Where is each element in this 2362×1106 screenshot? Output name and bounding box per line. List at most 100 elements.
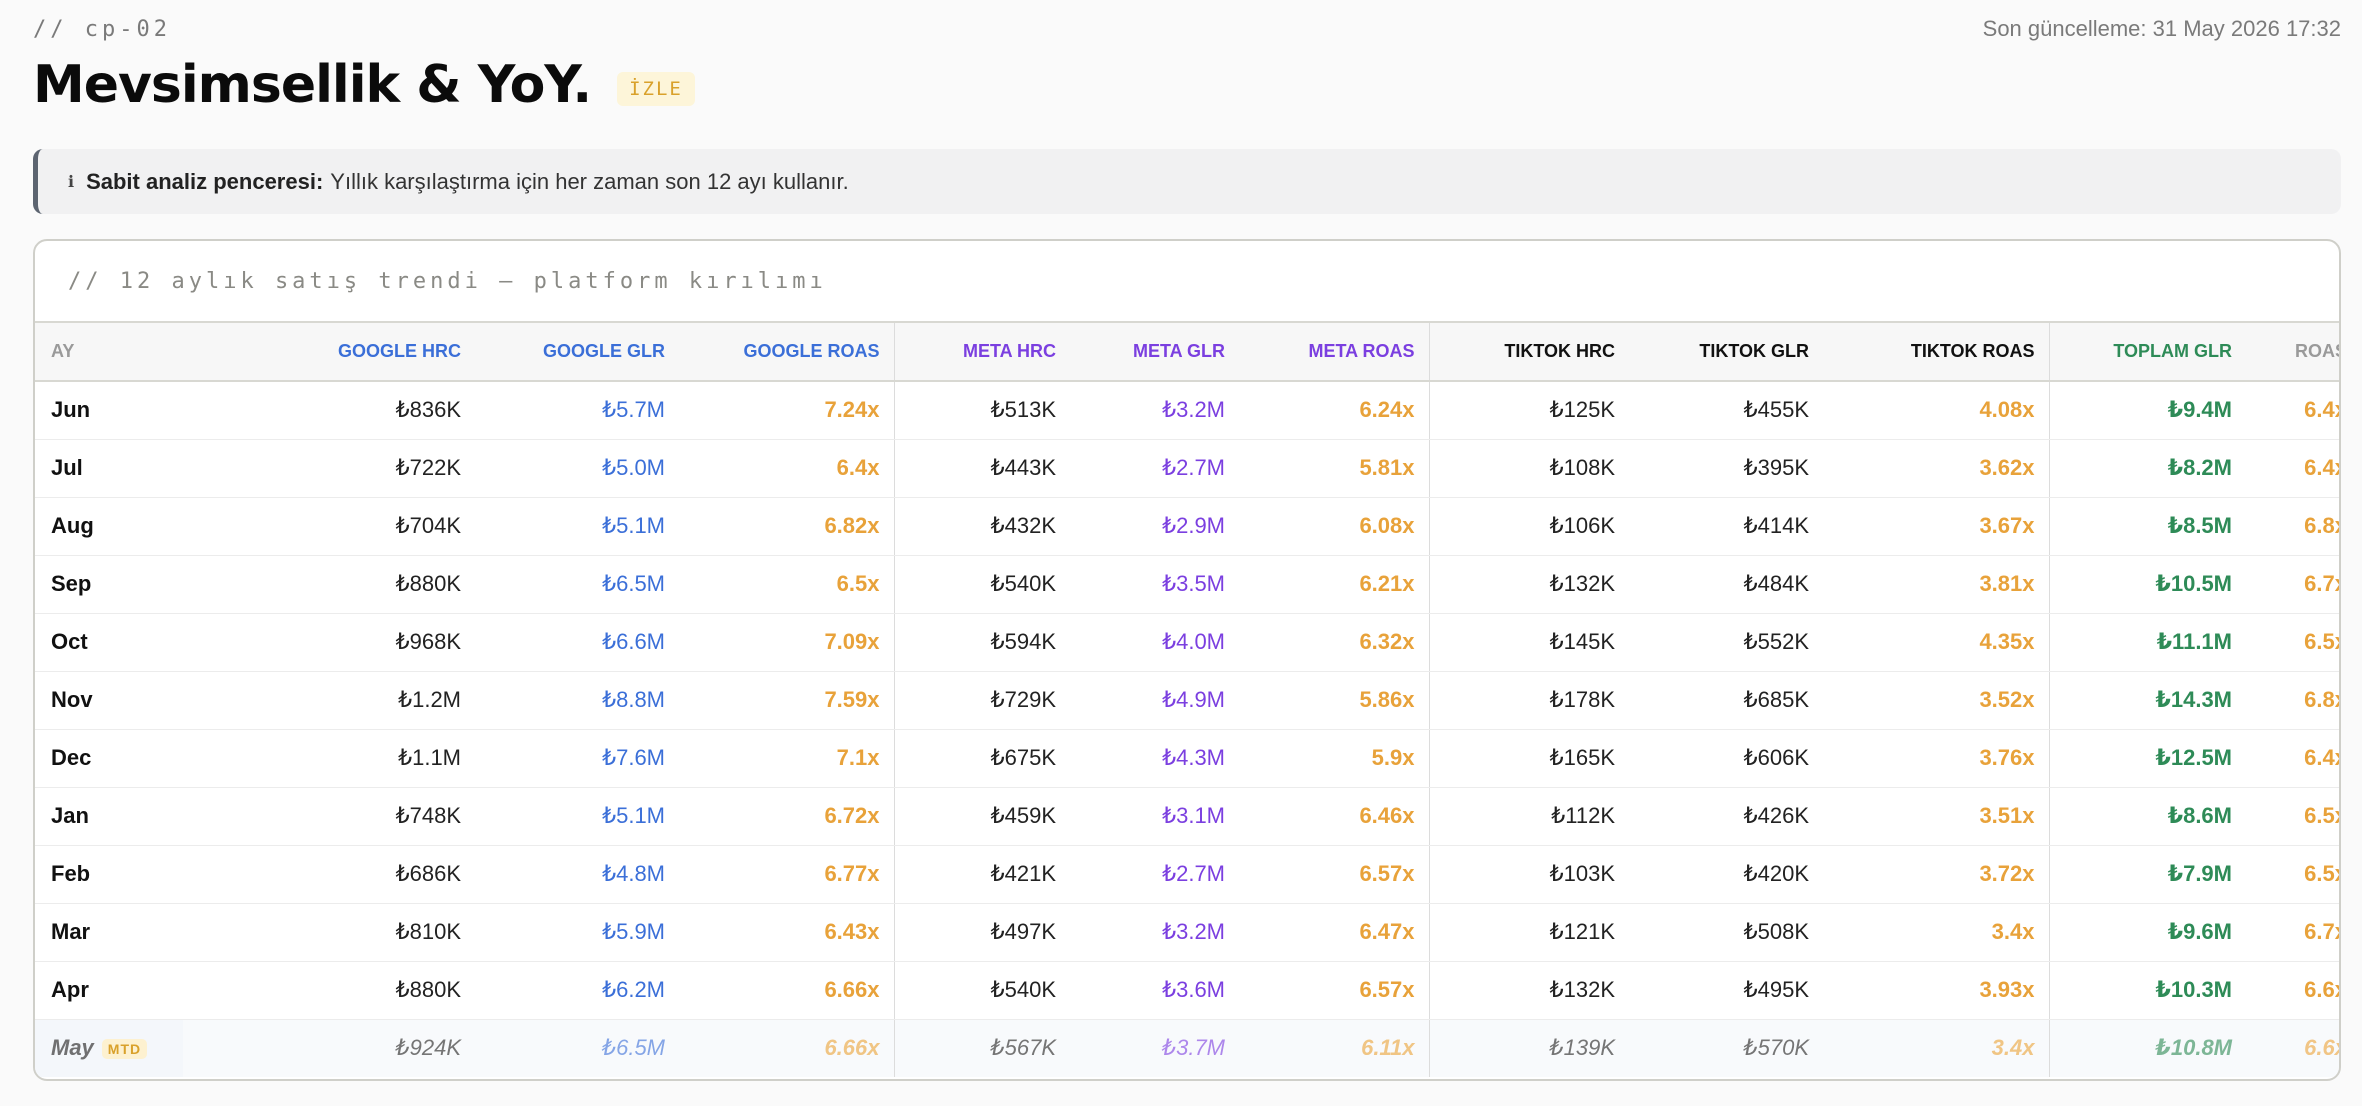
cell-roas: 6.5x — [2246, 845, 2339, 904]
cell-meta-hrc: ₺443K — [893, 439, 1070, 498]
cell-meta-roas: 5.86x — [1239, 671, 1429, 730]
info-banner: ℹ Sabit analiz penceresi: Yıllık karşıla… — [33, 149, 2341, 214]
cell-google-roas: 6.43x — [679, 903, 894, 962]
column-header-month: AY — [35, 323, 183, 382]
cell-total-glr: ₺14.3M — [2048, 671, 2246, 730]
cell-month: Sep — [35, 555, 183, 614]
cell-meta-roas: 6.08x — [1239, 497, 1429, 556]
cell-meta-roas: 6.11x — [1239, 1019, 1429, 1077]
cell-meta-glr: ₺3.2M — [1070, 903, 1239, 962]
cell-google-glr: ₺5.1M — [475, 787, 679, 846]
cell-month: Mar — [35, 903, 183, 962]
cell-month: Nov — [35, 671, 183, 730]
cell-google-hrc: ₺1.2M — [183, 671, 475, 730]
cell-google-glr: ₺5.7M — [475, 381, 679, 440]
cell-roas: 6.8x — [2246, 671, 2339, 730]
cell-meta-hrc: ₺513K — [893, 381, 1070, 440]
info-banner-text: Yıllık karşılaştırma için her zaman son … — [330, 168, 849, 194]
cell-roas: 6.4x — [2246, 381, 2339, 440]
month-label: May — [51, 1035, 94, 1061]
cell-meta-glr: ₺3.5M — [1070, 555, 1239, 614]
column-header-roas: ROAS — [2246, 323, 2339, 382]
column-header-meta-hrc: META HRC — [893, 323, 1070, 382]
cell-meta-hrc: ₺540K — [893, 961, 1070, 1020]
cell-roas: 6.5x — [2246, 787, 2339, 846]
cell-month: Dec — [35, 729, 183, 788]
cell-google-roas: 7.59x — [679, 671, 894, 730]
table-row: Jul ₺722K ₺5.0M 6.4x ₺443K ₺2.7M 5.81x ₺108K ₺39… — [35, 439, 2339, 498]
cell-roas: 6.7x — [2246, 903, 2339, 962]
cell-google-glr: ₺6.6M — [475, 613, 679, 672]
cell-google-hrc: ₺880K — [183, 961, 475, 1020]
cell-tiktok-roas: 4.08x — [1823, 381, 2049, 440]
cell-meta-hrc: ₺459K — [893, 787, 1070, 846]
cell-tiktok-glr: ₺426K — [1629, 787, 1823, 846]
cell-total-glr: ₺10.5M — [2048, 555, 2246, 614]
cell-tiktok-roas: 3.81x — [1823, 555, 2049, 614]
cell-total-glr: ₺12.5M — [2048, 729, 2246, 788]
cell-google-roas: 6.77x — [679, 845, 894, 904]
cell-meta-hrc: ₺421K — [893, 845, 1070, 904]
cell-roas: 6.6x — [2246, 961, 2339, 1020]
cell-meta-roas: 5.81x — [1239, 439, 1429, 498]
cell-google-roas: 6.66x — [679, 1019, 894, 1077]
cell-google-roas: 6.4x — [679, 439, 894, 498]
cell-tiktok-hrc: ₺132K — [1428, 555, 1629, 614]
cell-tiktok-glr: ₺414K — [1629, 497, 1823, 556]
table-row: Jun ₺836K ₺5.7M 7.24x ₺513K ₺3.2M 6.24x ₺125K ₺4… — [35, 381, 2339, 440]
cell-tiktok-glr: ₺606K — [1629, 729, 1823, 788]
cell-meta-roas: 6.24x — [1239, 381, 1429, 440]
cell-google-hrc: ₺722K — [183, 439, 475, 498]
table-row-mtd: May MTD ₺924K ₺6.5M 6.66x ₺567K ₺3.7M 6.11x ₺139… — [35, 1019, 2339, 1077]
cell-total-glr: ₺10.3M — [2048, 961, 2246, 1020]
cell-tiktok-glr: ₺552K — [1629, 613, 1823, 672]
cell-tiktok-hrc: ₺165K — [1428, 729, 1629, 788]
cell-meta-glr: ₺3.2M — [1070, 381, 1239, 440]
cell-meta-glr: ₺4.3M — [1070, 729, 1239, 788]
cell-meta-hrc: ₺675K — [893, 729, 1070, 788]
page-title: Mevsimsellik & YoY. — [33, 55, 592, 115]
cell-meta-roas: 6.57x — [1239, 845, 1429, 904]
table-row: Jan ₺748K ₺5.1M 6.72x ₺459K ₺3.1M 6.46x ₺112K ₺4… — [35, 787, 2339, 846]
cell-google-hrc: ₺880K — [183, 555, 475, 614]
cell-tiktok-roas: 3.4x — [1823, 1019, 2049, 1077]
cell-meta-roas: 6.46x — [1239, 787, 1429, 846]
table-row: Nov ₺1.2M ₺8.8M 7.59x ₺729K ₺4.9M 5.86x ₺178K ₺6… — [35, 671, 2339, 730]
cell-tiktok-hrc: ₺108K — [1428, 439, 1629, 498]
cell-tiktok-hrc: ₺103K — [1428, 845, 1629, 904]
cell-google-hrc: ₺1.1M — [183, 729, 475, 788]
cell-google-hrc: ₺686K — [183, 845, 475, 904]
cell-total-glr: ₺9.4M — [2048, 381, 2246, 440]
cell-google-hrc: ₺748K — [183, 787, 475, 846]
column-header-tiktok-hrc: TIKTOK HRC — [1428, 323, 1629, 382]
cell-meta-glr: ₺4.9M — [1070, 671, 1239, 730]
cell-meta-glr: ₺2.7M — [1070, 845, 1239, 904]
cell-google-glr: ₺7.6M — [475, 729, 679, 788]
table-row: Sep ₺880K ₺6.5M 6.5x ₺540K ₺3.5M 6.21x ₺132K ₺48… — [35, 555, 2339, 614]
cell-meta-glr: ₺4.0M — [1070, 613, 1239, 672]
cell-google-roas: 7.09x — [679, 613, 894, 672]
table-row: Oct ₺968K ₺6.6M 7.09x ₺594K ₺4.0M 6.32x ₺145K ₺5… — [35, 613, 2339, 672]
table-row: Dec ₺1.1M ₺7.6M 7.1x ₺675K ₺4.3M 5.9x ₺165K ₺606… — [35, 729, 2339, 788]
cell-meta-hrc: ₺567K — [893, 1019, 1070, 1077]
cell-total-glr: ₺11.1M — [2048, 613, 2246, 672]
cell-meta-hrc: ₺497K — [893, 903, 1070, 962]
cell-month: Feb — [35, 845, 183, 904]
cell-google-glr: ₺5.1M — [475, 497, 679, 556]
title-row: Mevsimsellik & YoY. İZLE — [33, 52, 695, 118]
cell-google-roas: 6.5x — [679, 555, 894, 614]
breadcrumb: // cp-02 — [33, 16, 171, 42]
cell-meta-glr: ₺2.7M — [1070, 439, 1239, 498]
cell-tiktok-glr: ₺420K — [1629, 845, 1823, 904]
cell-meta-glr: ₺3.1M — [1070, 787, 1239, 846]
cell-roas: 6.4x — [2246, 439, 2339, 498]
cell-tiktok-glr: ₺495K — [1629, 961, 1823, 1020]
cell-google-roas: 6.82x — [679, 497, 894, 556]
cell-roas: 6.6x — [2246, 1019, 2339, 1077]
cell-tiktok-glr: ₺570K — [1629, 1019, 1823, 1077]
cell-tiktok-glr: ₺455K — [1629, 381, 1823, 440]
cell-google-glr: ₺8.8M — [475, 671, 679, 730]
cell-tiktok-roas: 3.93x — [1823, 961, 2049, 1020]
cell-meta-roas: 6.32x — [1239, 613, 1429, 672]
cell-meta-roas: 6.57x — [1239, 961, 1429, 1020]
